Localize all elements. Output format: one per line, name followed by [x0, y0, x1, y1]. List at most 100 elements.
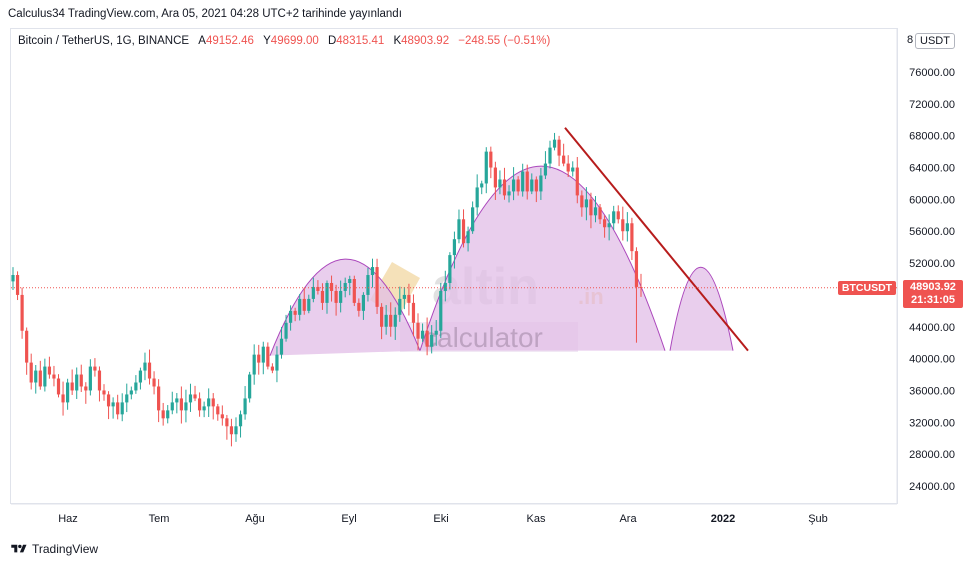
- candle-body: [298, 298, 302, 315]
- candle-body: [443, 282, 447, 291]
- head-arc: [419, 165, 666, 351]
- candle-body: [543, 163, 548, 176]
- candle-body: [120, 402, 124, 415]
- candle-body: [284, 322, 288, 339]
- candle-body: [125, 394, 129, 403]
- price-tick-label: 44000.00: [909, 322, 955, 334]
- candle-body: [61, 394, 65, 403]
- candle-body: [552, 139, 557, 148]
- candle-body: [15, 275, 20, 295]
- candle-body: [234, 426, 238, 435]
- price-tick-label: 24000.00: [909, 481, 955, 493]
- candle-body: [398, 298, 402, 315]
- candle-body: [279, 338, 284, 355]
- price-tick-label: 72000.00: [909, 99, 955, 111]
- candle-body: [248, 374, 252, 399]
- candle-body: [480, 183, 484, 188]
- candle-body: [621, 219, 625, 232]
- candle-body: [11, 275, 15, 282]
- candle-body: [307, 298, 311, 311]
- candle-body: [461, 219, 466, 244]
- candle-body: [598, 207, 602, 220]
- candle-body: [448, 255, 452, 283]
- candle-body: [466, 231, 470, 244]
- candle-body: [343, 282, 347, 291]
- candle-body: [334, 290, 338, 303]
- candle-body: [129, 390, 133, 395]
- candle-body: [521, 171, 525, 192]
- candle-body: [238, 414, 243, 427]
- footer[interactable]: TradingView: [10, 542, 98, 556]
- right-shoulder-arc: [669, 266, 734, 351]
- candle-body: [389, 314, 393, 327]
- candle-body: [257, 354, 261, 363]
- candle-body: [352, 279, 356, 303]
- price-tick-label: 52000.00: [909, 258, 955, 270]
- candle-body: [288, 310, 293, 323]
- close-label: K: [393, 35, 402, 47]
- candle-body: [75, 374, 79, 391]
- candle-body: [507, 191, 511, 196]
- candle-body: [439, 290, 443, 331]
- candle-body: [93, 366, 97, 371]
- last-price: 48903.92: [910, 281, 956, 293]
- candle-body: [416, 322, 420, 339]
- head-and-shoulders-pattern: [269, 165, 734, 356]
- price-tick-label: 64000.00: [909, 163, 955, 175]
- candle-body: [593, 207, 598, 216]
- candle-body: [511, 179, 516, 192]
- low-label: D: [327, 35, 337, 47]
- candle-body: [147, 362, 152, 379]
- candle-body: [207, 398, 211, 407]
- open-value: 49152.46: [205, 35, 254, 47]
- price-tick-label: 28000.00: [909, 449, 955, 461]
- candle-body: [293, 310, 297, 315]
- time-tick-label: Ağu: [245, 513, 265, 525]
- candle-body: [430, 334, 434, 347]
- candle-body: [175, 398, 179, 403]
- candle-body: [252, 354, 256, 375]
- candle-body: [525, 171, 529, 192]
- candle-body: [143, 362, 147, 371]
- price-tick-label: 68000.00: [909, 131, 955, 143]
- candle-body: [161, 410, 165, 419]
- high-value: 49699.00: [270, 35, 319, 47]
- candle-body: [84, 386, 88, 391]
- candle-body: [557, 139, 561, 156]
- candle-body: [66, 382, 70, 403]
- candle-body: [138, 370, 143, 383]
- price-tick-label: 40000.00: [909, 354, 955, 366]
- candle-body: [402, 294, 406, 299]
- candle-body: [70, 382, 74, 391]
- candle-body: [630, 223, 634, 252]
- currency-button[interactable]: USDT: [915, 33, 955, 49]
- candle-body: [575, 167, 579, 196]
- candle-body: [516, 179, 520, 192]
- candle-body: [602, 219, 607, 228]
- candle-body: [580, 195, 584, 208]
- candle-body: [211, 398, 215, 407]
- close-value: 48903.92: [401, 35, 450, 47]
- candle-body: [370, 267, 375, 276]
- time-axis: Haz Tem Ağu Eyl Eki Kas Ara 2022 Şub: [11, 503, 897, 525]
- candle-body: [152, 378, 156, 387]
- candle-body: [229, 426, 234, 435]
- change-value: −248.55 (−0.51%): [458, 35, 551, 47]
- candle-body: [243, 398, 247, 415]
- candle-body: [366, 275, 370, 295]
- price-tick-label: 56000.00: [909, 226, 955, 238]
- time-tick-label: Eki: [433, 513, 448, 525]
- candle-body: [493, 167, 497, 188]
- candle-body: [607, 223, 611, 228]
- tradingview-logo-icon: [11, 544, 27, 553]
- price-axis: 24000.00 28000.00 32000.00 36000.00 40000.00…: [896, 29, 955, 504]
- candle-body: [43, 366, 47, 387]
- candle-body: [311, 286, 315, 299]
- candle-body: [393, 314, 397, 327]
- high-label: Y: [263, 35, 271, 47]
- symbol-legend: Bitcoin / TetherUS, 1G, BINANCE A49152.4…: [18, 35, 550, 47]
- candle-body: [166, 410, 170, 419]
- footer-brand: TradingView: [32, 542, 99, 556]
- candle-body: [197, 398, 202, 411]
